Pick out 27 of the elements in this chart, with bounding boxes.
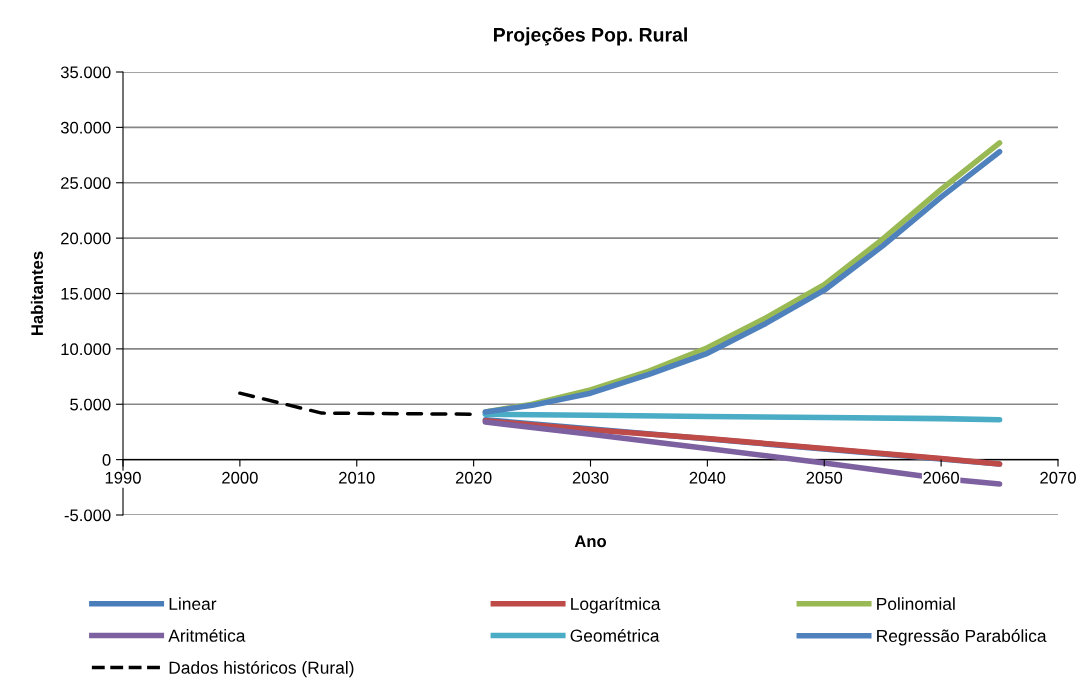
legend-label: Linear xyxy=(169,597,217,611)
x-tick-label: 2030 xyxy=(572,471,609,484)
y-tick-label: 20.000 xyxy=(61,232,111,245)
y-tick-label: 10.000 xyxy=(61,343,111,356)
x-tick-label: 2050 xyxy=(806,471,843,484)
legend-label: Regressão Parabólica xyxy=(877,629,1047,646)
x-tick-label: 2000 xyxy=(222,471,258,484)
y-tick-label: 0 xyxy=(102,454,111,466)
x-tick-label: 1990 xyxy=(105,471,141,484)
y-axis-title: Habitantes xyxy=(30,251,44,335)
legend-label: Logarítmica xyxy=(571,597,661,614)
y-tick-label: 30.000 xyxy=(60,121,111,134)
y-tick-label: 35.000 xyxy=(60,66,111,79)
y-tick-label: 25.000 xyxy=(61,177,111,189)
x-tick-label: 2070 xyxy=(1040,471,1076,484)
x-tick-label: 2020 xyxy=(455,471,492,484)
legend-label: Aritmética xyxy=(168,628,246,642)
x-axis-title: Ano xyxy=(574,535,607,548)
chart-title: Projeções Pop. Rural xyxy=(494,27,687,46)
y-tick-label: -5.000 xyxy=(64,509,111,522)
legend-label: Polinomial xyxy=(877,597,955,611)
legend-label: Dados históricos (Rural) xyxy=(169,660,354,678)
y-tick-label: 5.000 xyxy=(70,398,111,411)
legend-label: Geométrica xyxy=(570,628,660,642)
y-tick-label: 15.000 xyxy=(61,287,111,300)
x-tick-label: 2010 xyxy=(339,471,375,484)
x-tick-label: 2040 xyxy=(689,471,726,484)
